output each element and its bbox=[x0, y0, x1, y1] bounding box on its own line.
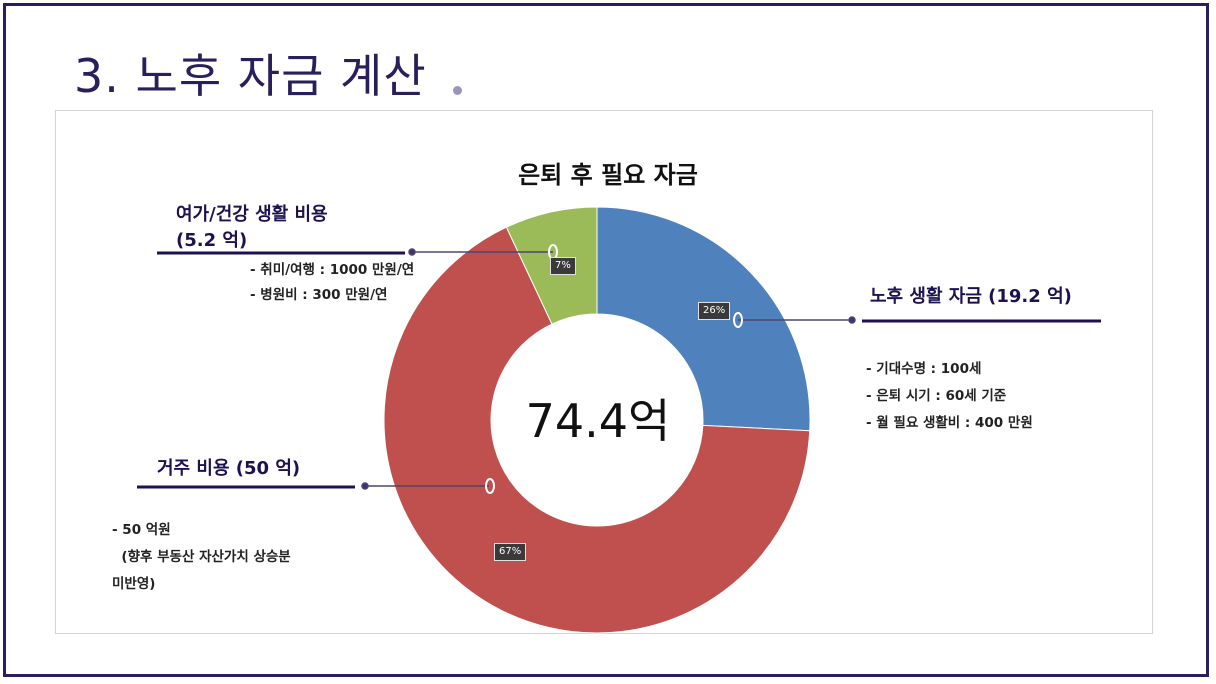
callout-heading-housing: 거주 비용 (50 억) bbox=[157, 458, 301, 479]
heading-underlines bbox=[137, 251, 1101, 489]
leader-lines bbox=[361, 248, 856, 490]
chart-title: 은퇴 후 필요 자금 bbox=[518, 161, 698, 189]
donut-center-total: 74.4억 bbox=[525, 394, 671, 448]
leader-dot-leisure bbox=[408, 248, 416, 256]
callout-detail-housing-2: (향후 부동산 자산가치 상승분 bbox=[112, 549, 291, 565]
anchor-housing bbox=[485, 478, 495, 494]
callout-heading-living: 노후 생활 자금 (19.2 억) bbox=[870, 286, 1072, 307]
leader-dot-living bbox=[848, 316, 856, 324]
slide-frame bbox=[3, 3, 1209, 677]
data-label-leisure: 7% bbox=[550, 257, 576, 275]
donut-slice-1 bbox=[383, 226, 811, 634]
leader-dot-housing bbox=[361, 482, 369, 490]
data-label-living: 26% bbox=[698, 302, 731, 320]
callout-detail-leisure-2: - 병원비 : 300 만원/연 bbox=[250, 287, 388, 303]
callout-heading-leisure-2: (5.2 억) bbox=[176, 230, 248, 251]
callout-detail-living-3: - 월 필요 생활비 : 400 만원 bbox=[866, 415, 1033, 431]
data-label-housing: 67% bbox=[494, 543, 527, 561]
callout-detail-leisure-1: - 취미/여행 : 1000 만원/연 bbox=[250, 262, 415, 278]
anchor-living bbox=[733, 312, 743, 328]
slide-title: 3. 노후 자금 계산 bbox=[74, 49, 427, 103]
callout-detail-housing-1: - 50 억원 bbox=[112, 522, 171, 538]
callout-heading-leisure-1: 여가/건강 생활 비용 bbox=[176, 204, 328, 225]
callout-detail-living-1: - 기대수명 : 100세 bbox=[866, 361, 982, 377]
callout-detail-living-2: - 은퇴 시기 : 60세 기준 bbox=[866, 388, 1007, 404]
title-bullet-dot bbox=[453, 86, 462, 95]
callout-detail-housing-3: 미반영) bbox=[112, 576, 156, 592]
